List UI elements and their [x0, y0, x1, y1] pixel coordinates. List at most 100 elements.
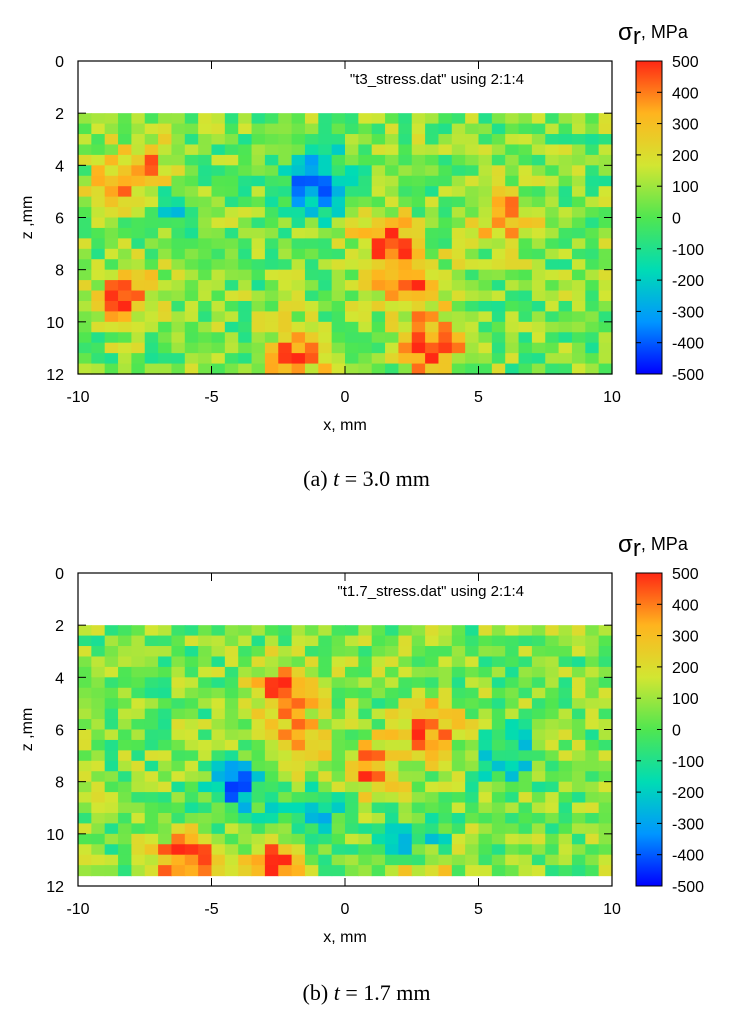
heatmap-cell [144, 248, 159, 260]
heatmap-cell [571, 812, 586, 824]
heatmap-cell [184, 781, 199, 793]
heatmap-cell [158, 792, 173, 804]
heatmap-cell [358, 750, 373, 762]
heatmap-cell [385, 792, 399, 804]
heatmap-cell [558, 646, 573, 658]
heatmap-cell [211, 154, 226, 166]
heatmap-cell [465, 196, 480, 208]
heatmap-cell [451, 248, 466, 260]
heatmap-cell [345, 290, 359, 302]
heatmap-cell [91, 175, 106, 187]
heatmap-cell [251, 802, 266, 814]
heatmap-cell [518, 666, 533, 678]
heatmap-cell [131, 865, 146, 877]
heatmap-cell [331, 113, 346, 125]
heatmap-cell [238, 300, 253, 312]
heatmap-cell [224, 865, 239, 877]
heatmap-cell [91, 342, 106, 354]
heatmap-cell [465, 207, 480, 219]
heatmap-cell [571, 175, 586, 187]
heatmap-cell [505, 311, 520, 323]
heatmap-cell [184, 154, 199, 166]
heatmap-cell [518, 646, 533, 658]
heatmap-cell [331, 186, 346, 198]
heatmap-cell [238, 729, 253, 741]
heatmap-cell [478, 750, 493, 762]
y-tick-label: 12 [46, 879, 64, 896]
heatmap-cell [144, 646, 159, 658]
heatmap-cell [331, 342, 346, 354]
heatmap-cell [211, 760, 226, 772]
heatmap-cell [251, 677, 266, 689]
heatmap-cell [331, 332, 346, 344]
heatmap-cell [131, 363, 146, 375]
heatmap-cell [478, 280, 493, 292]
heatmap-cell [91, 248, 106, 260]
y-tick-label: 6 [55, 211, 64, 228]
heatmap-cell [425, 823, 440, 835]
heatmap-cell [438, 771, 453, 783]
heatmap-cell [371, 165, 386, 177]
heatmap-cell [118, 802, 132, 814]
heatmap-cell [425, 332, 440, 344]
heatmap-cell [184, 311, 199, 323]
heatmap-cell [331, 321, 346, 333]
heatmap-cell [78, 760, 92, 772]
heatmap-cell [278, 708, 293, 720]
heatmap-cell [598, 865, 613, 877]
heatmap-cell [438, 342, 453, 354]
heatmap-cell [251, 290, 266, 302]
heatmap-cell [478, 196, 493, 208]
heatmap-cell [451, 123, 466, 135]
heatmap-cell [118, 844, 132, 856]
heatmap-cell [451, 708, 466, 720]
heatmap-cell [144, 175, 159, 187]
heatmap-cell [411, 760, 426, 772]
heatmap-cell [104, 353, 119, 365]
heatmap-cell [438, 300, 453, 312]
heatmap-cell [211, 238, 226, 250]
heatmap-cell [158, 123, 173, 135]
heatmap-cell [571, 269, 586, 281]
heatmap-cell [291, 332, 306, 344]
heatmap-cell [585, 217, 600, 229]
heatmap-cell [598, 217, 613, 229]
heatmap-cell [465, 280, 480, 292]
heatmap-cell [184, 363, 199, 375]
heatmap-cell [211, 196, 226, 208]
x-tick-label: -10 [66, 389, 89, 406]
heatmap-cell [518, 259, 533, 271]
heatmap-cell [571, 854, 586, 866]
heatmap-cell [518, 708, 533, 720]
heatmap-cell [198, 217, 213, 229]
heatmap-cell [345, 269, 359, 281]
heatmap-cell [531, 238, 546, 250]
heatmap-cell [184, 708, 199, 720]
heatmap-cell [425, 812, 440, 824]
colorbar-tick-label: 300 [672, 629, 699, 646]
heatmap-cell [131, 238, 146, 250]
heatmap-cell [251, 217, 266, 229]
heatmap-cell [291, 656, 306, 668]
heatmap-cell [158, 781, 173, 793]
heatmap-cell [278, 144, 293, 156]
heatmap-cell [304, 321, 319, 333]
heatmap-cell [144, 823, 159, 835]
heatmap-cell [91, 739, 106, 751]
heatmap-cell [345, 781, 359, 793]
heatmap-cell [304, 823, 319, 835]
heatmap-cell [585, 708, 600, 720]
heatmap-cell [598, 729, 613, 741]
heatmap-cell [411, 812, 426, 824]
heatmap-cell [224, 280, 239, 292]
heatmap-cell [371, 186, 386, 198]
heatmap-cell [598, 154, 613, 166]
heatmap-cell [571, 625, 586, 637]
heatmap-cell [438, 280, 453, 292]
x-axis-label: x, mm [323, 929, 367, 946]
colorbar-subscript: r [633, 535, 641, 562]
heatmap-cell [518, 113, 533, 125]
heatmap-cell [478, 269, 493, 281]
heatmap-cell [78, 865, 92, 877]
heatmap-cell [478, 207, 493, 219]
